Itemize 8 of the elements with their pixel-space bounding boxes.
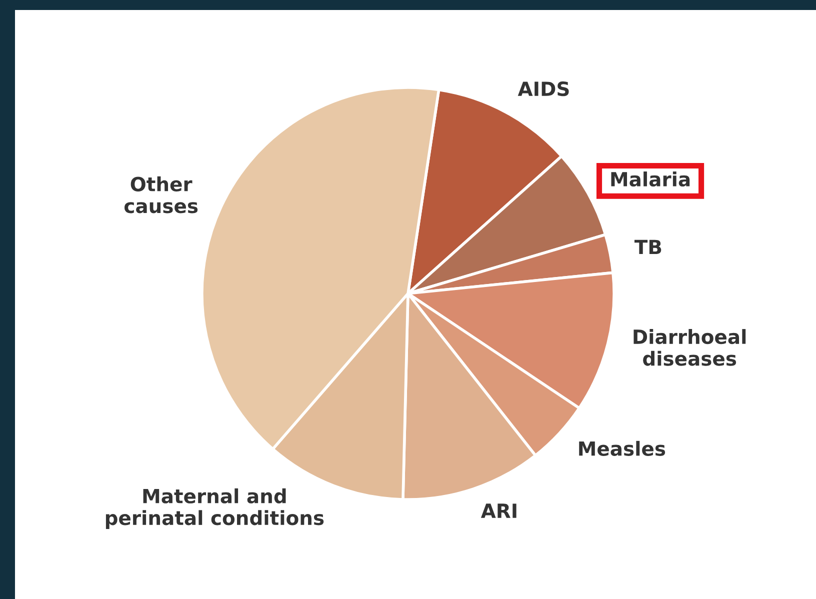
slice-label: AIDS: [518, 81, 569, 96]
slice-label: Other causes: [124, 176, 198, 214]
slice-label: Diarrhoeal diseases: [634, 329, 746, 366]
slice-label: Maternal and perinatal conditions: [106, 488, 324, 529]
slice-label: Malaria: [611, 172, 690, 187]
slice-label: TB: [634, 240, 662, 254]
slice-label: Measles: [579, 440, 666, 456]
slice-label: ARI: [480, 504, 516, 518]
